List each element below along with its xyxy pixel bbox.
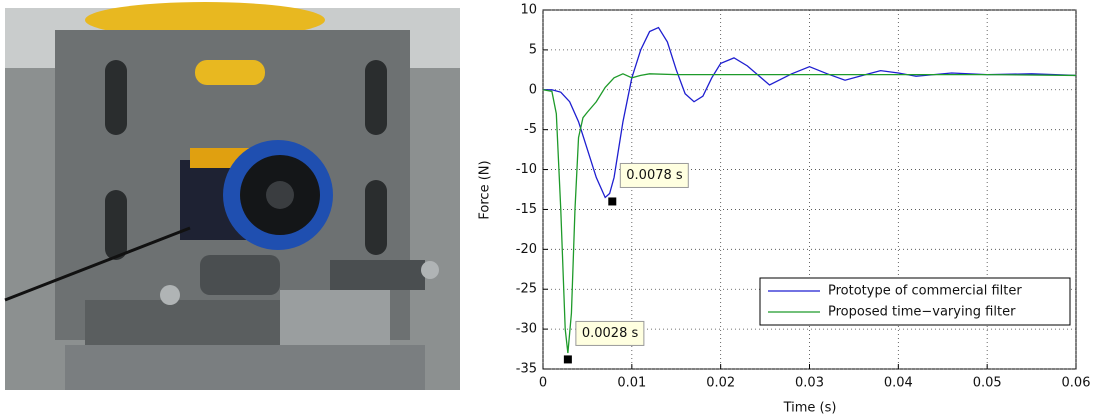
- annotation-box: [619, 162, 689, 188]
- legend-label: Proposed time−varying filter: [828, 305, 1016, 320]
- y-tick-label: -30: [516, 322, 537, 337]
- y-tick-label: 0: [529, 82, 537, 97]
- series-line: [543, 26, 1077, 199]
- x-tick-label: 0.06: [1062, 376, 1091, 391]
- annotation-box: [575, 320, 645, 346]
- annotation-marker: [563, 355, 572, 364]
- y-tick-label: 5: [529, 42, 537, 57]
- x-tick-label: 0.01: [617, 376, 646, 391]
- x-axis-label: Time (s): [783, 401, 837, 416]
- annotation-marker: [608, 197, 617, 206]
- x-tick-label: 0.04: [884, 376, 913, 391]
- x-tick-label: 0.02: [706, 376, 735, 391]
- y-tick-label: -25: [516, 282, 537, 297]
- x-tick-label: 0.05: [973, 376, 1002, 391]
- y-tick-label: -20: [516, 242, 537, 257]
- x-tick-label: 0.03: [795, 376, 824, 391]
- annotation-text: 0.0078 s: [626, 168, 683, 183]
- y-tick-label: 10: [520, 3, 537, 18]
- y-axis-label: Force (N): [478, 160, 493, 219]
- photo: [4, 2, 460, 390]
- y-tick-label: -10: [516, 162, 537, 177]
- annotation-text: 0.0028 s: [582, 326, 639, 341]
- y-tick-label: -15: [516, 202, 537, 217]
- y-tick-label: -5: [524, 122, 537, 137]
- x-tick-label: 0: [539, 376, 547, 391]
- series-line: [542, 73, 1077, 354]
- legend-box: [759, 277, 1071, 326]
- legend-label: Prototype of commercial filter: [828, 284, 1022, 299]
- y-tick-label: -35: [516, 362, 537, 377]
